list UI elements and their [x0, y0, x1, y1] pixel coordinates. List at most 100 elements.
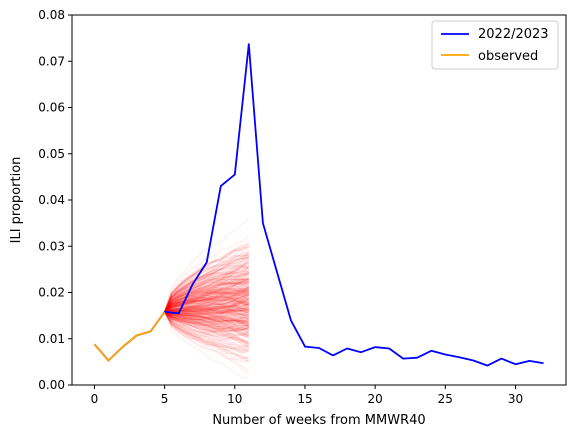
forecast-trajectory — [164, 311, 250, 345]
forecast-trajectory — [164, 311, 249, 332]
forecast-trajectory — [164, 271, 250, 313]
forecast-trajectory — [164, 311, 250, 334]
forecast-trajectory — [164, 287, 250, 313]
forecast-trajectory — [164, 245, 249, 313]
forecast-trajectory — [164, 311, 250, 337]
forecast-trajectory — [164, 257, 250, 313]
forecast-trajectory — [164, 311, 249, 331]
forecast-trajectory — [164, 267, 250, 313]
forecast-trajectory — [164, 311, 250, 347]
legend-label-2022-2023: 2022/2023 — [478, 27, 549, 42]
forecast-trajectory — [164, 299, 250, 313]
forecast-trajectory — [164, 311, 249, 336]
forecast-trajectory — [164, 280, 249, 313]
forecast-trajectory — [164, 253, 249, 313]
forecast-trajectory — [164, 298, 249, 313]
forecast-trajectory — [164, 271, 250, 313]
forecast-trajectory — [164, 311, 250, 337]
forecast-trajectory — [164, 311, 249, 323]
forecast-trajectory — [164, 291, 250, 313]
forecast-trajectory — [164, 311, 250, 336]
forecast-trajectory — [164, 311, 250, 325]
forecast-trajectory — [164, 304, 250, 315]
forecast-trajectory — [164, 290, 250, 313]
forecast-trajectory — [164, 311, 250, 337]
forecast-trajectory — [164, 308, 249, 315]
forecast-trajectory — [164, 281, 250, 313]
forecast-trajectory — [164, 282, 250, 313]
forecast-trajectory — [164, 280, 250, 313]
forecast-trajectory — [164, 311, 250, 349]
forecast-trajectory — [164, 301, 249, 313]
forecast-trajectory — [164, 260, 250, 313]
forecast-trajectory — [164, 297, 249, 313]
forecast-trajectory — [164, 254, 249, 313]
forecast-trajectory — [164, 282, 250, 313]
forecast-trajectory — [164, 298, 250, 313]
forecast-trajectory — [164, 283, 250, 313]
forecast-trajectory — [164, 311, 249, 331]
forecast-trajectory — [164, 265, 249, 313]
forecast-trajectory — [164, 298, 250, 313]
forecast-trajectory — [164, 266, 249, 313]
forecast-trajectory — [164, 311, 250, 334]
forecast-trajectory — [164, 311, 249, 338]
forecast-trajectory — [164, 308, 249, 313]
forecast-trajectory — [164, 218, 250, 313]
forecast-trajectory — [164, 304, 250, 316]
forecast-trajectory — [164, 285, 249, 313]
forecast-trajectory — [164, 298, 249, 313]
forecast-trajectory — [164, 278, 250, 313]
forecast-trajectory — [164, 310, 250, 319]
forecast-trajectory — [164, 311, 249, 354]
forecast-trajectory — [164, 311, 249, 323]
forecast-trajectory — [164, 277, 249, 313]
forecast-trajectory — [164, 286, 249, 313]
forecast-trajectory — [164, 307, 250, 315]
forecast-trajectory — [164, 300, 249, 313]
forecast-trajectory — [164, 311, 249, 342]
forecast-trajectory — [164, 311, 250, 339]
forecast-trajectory — [164, 286, 250, 313]
forecast-trajectory — [164, 292, 249, 313]
forecast-trajectory — [164, 311, 250, 328]
forecast-trajectory — [164, 287, 249, 313]
forecast-trajectory — [164, 292, 249, 313]
forecast-trajectory — [164, 253, 250, 313]
forecast-trajectory — [164, 285, 250, 313]
forecast-trajectory — [164, 299, 250, 313]
forecast-trajectory — [164, 272, 249, 313]
forecast-trajectory — [164, 283, 249, 313]
forecast-trajectory — [164, 311, 250, 353]
forecast-trajectory — [164, 305, 250, 313]
forecast-trajectory — [164, 307, 249, 314]
forecast-trajectory — [164, 286, 249, 313]
forecast-trajectory — [164, 305, 249, 313]
forecast-trajectory — [164, 270, 249, 313]
forecast-trajectory — [164, 293, 250, 313]
forecast-trajectory — [164, 258, 250, 313]
forecast-trajectory — [164, 311, 249, 350]
forecast-trajectory — [164, 251, 250, 313]
forecast-trajectory — [164, 294, 249, 313]
forecast-trajectory — [164, 311, 250, 360]
forecast-trajectory — [164, 261, 250, 313]
forecast-trajectory — [164, 311, 250, 327]
forecast-trajectory — [164, 277, 250, 313]
forecast-trajectory — [164, 303, 249, 313]
forecast-trajectory — [164, 254, 249, 313]
forecast-trajectory — [164, 289, 249, 313]
forecast-trajectory — [164, 311, 249, 331]
forecast-trajectory — [164, 271, 250, 313]
forecast-trajectory — [164, 288, 249, 313]
forecast-trajectory — [164, 288, 250, 313]
x-tick-label: 30 — [508, 392, 523, 406]
x-tick-label: 0 — [91, 392, 99, 406]
forecast-trajectory — [164, 290, 250, 313]
forecast-trajectory — [164, 311, 249, 331]
forecast-trajectory — [164, 311, 250, 335]
forecast-trajectory — [164, 298, 250, 313]
forecast-trajectory — [164, 311, 250, 328]
forecast-trajectory — [164, 311, 250, 346]
